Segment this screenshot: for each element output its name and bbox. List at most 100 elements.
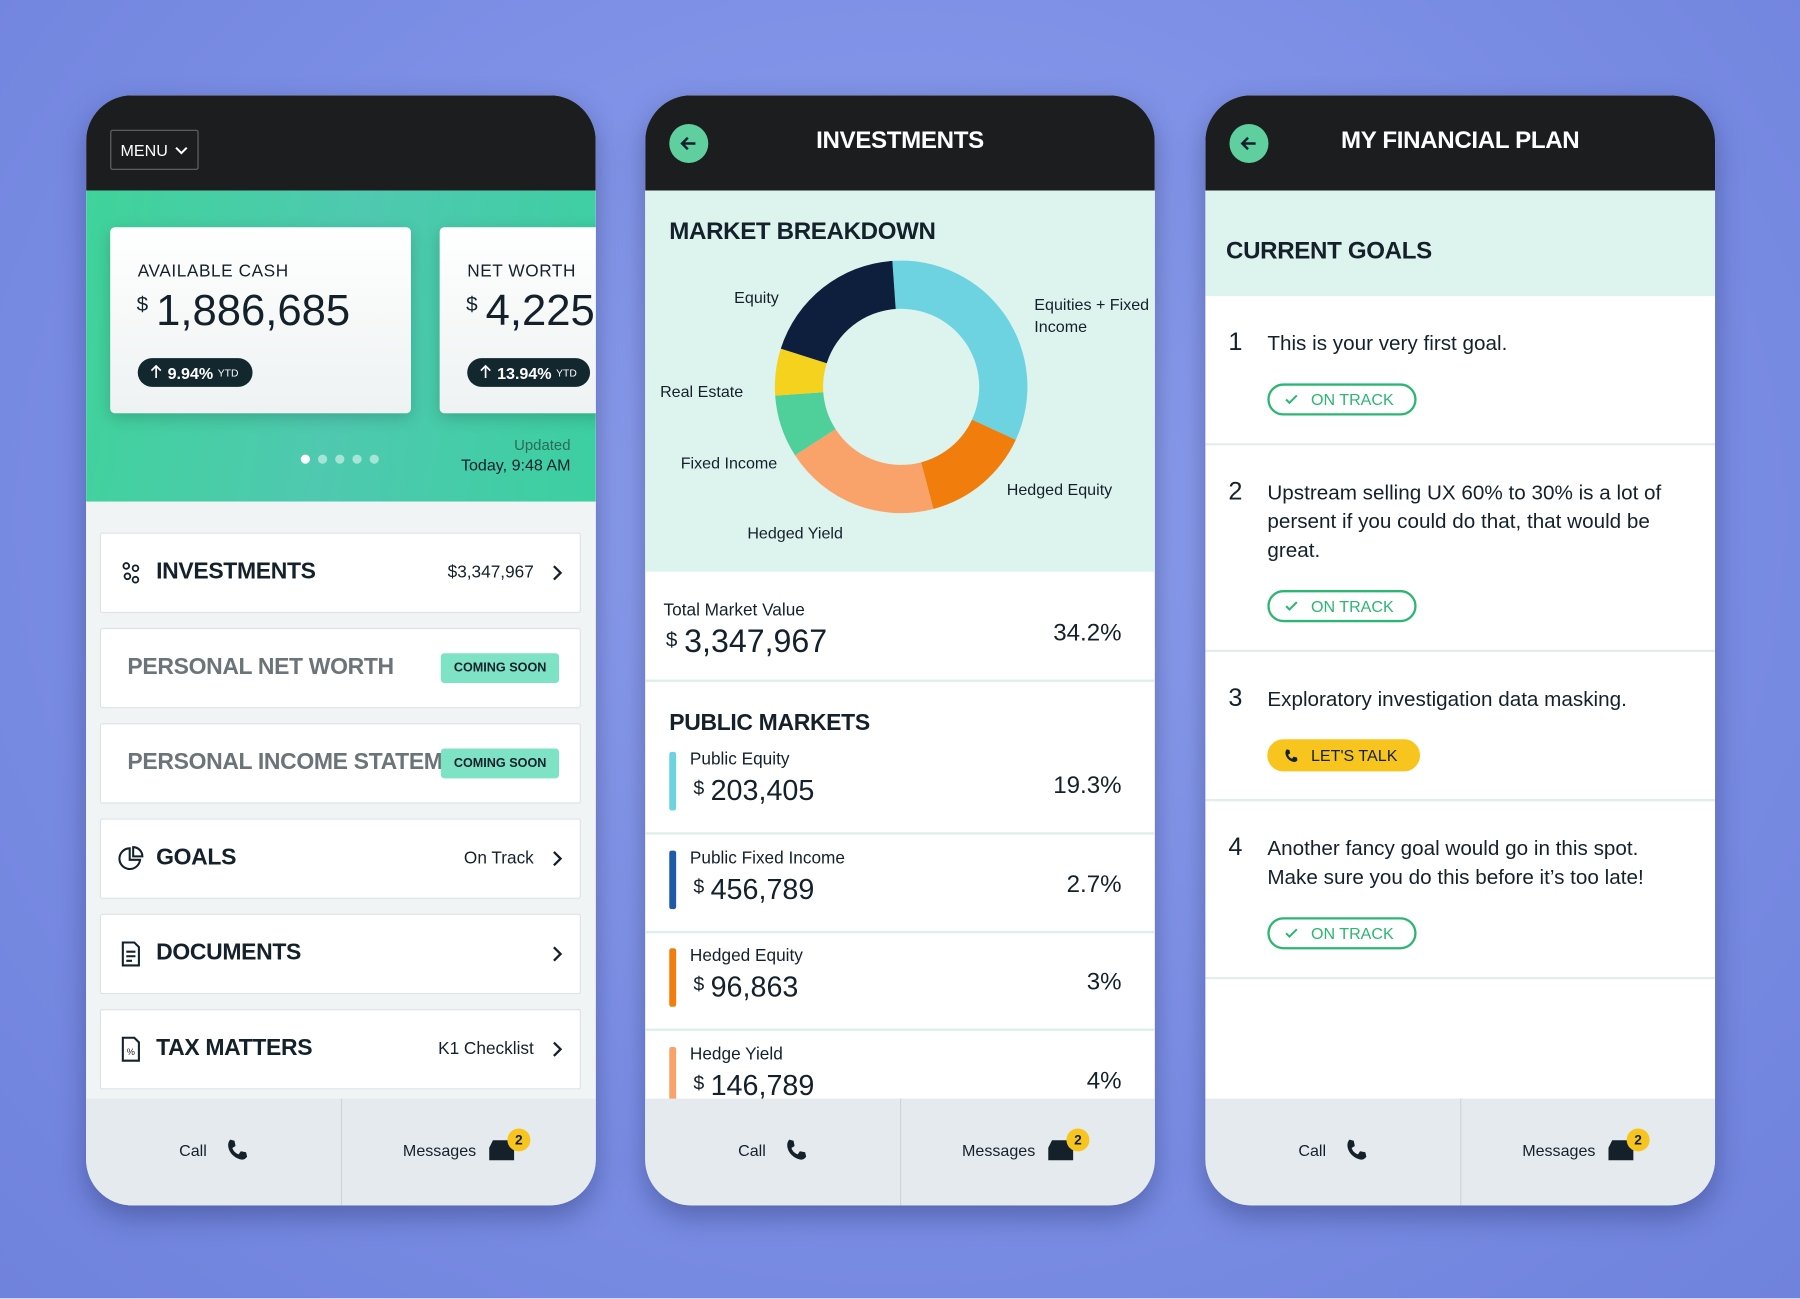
messages-button[interactable]: Messages 2 bbox=[1460, 1099, 1715, 1206]
status-icon bbox=[1285, 749, 1298, 763]
messages-button[interactable]: Messages 2 bbox=[341, 1099, 596, 1206]
chevron bbox=[553, 946, 563, 962]
total-percent: 34.2% bbox=[1053, 619, 1122, 647]
card-label: NET WORTH bbox=[467, 261, 577, 282]
hero: AVAILABLE CASH $1,886,685 9.94% YTD NET WORT… bbox=[86, 190, 596, 502]
card-amount: 1,886,685 bbox=[156, 286, 351, 336]
carousel-dot[interactable] bbox=[369, 454, 379, 464]
row-title: PERSONAL INCOME STATEMENT bbox=[127, 749, 488, 775]
chevron bbox=[553, 851, 563, 867]
row-icon bbox=[121, 941, 140, 967]
goal-status[interactable]: LET'S TALK bbox=[1267, 739, 1421, 772]
segment-label: Equities + Fixed Income bbox=[1034, 295, 1150, 336]
change-value: 9.94% bbox=[167, 363, 214, 382]
goal-status[interactable]: ON TRACK bbox=[1267, 917, 1417, 950]
card-amount: 4,225 bbox=[485, 286, 595, 336]
back-button[interactable] bbox=[1229, 123, 1269, 164]
segment-label: Fixed Income bbox=[680, 453, 778, 472]
menu-row[interactable]: INVESTMENTS $3,347,967 bbox=[99, 532, 581, 614]
call-button[interactable]: Call bbox=[645, 1099, 900, 1206]
divider bbox=[645, 930, 1155, 933]
messages-label: Messages bbox=[402, 1141, 477, 1160]
carousel-dot[interactable] bbox=[317, 454, 328, 464]
market-color-bar bbox=[669, 948, 677, 1007]
status-label: LET'S TALK bbox=[1310, 746, 1398, 765]
segment-label: Equity bbox=[734, 288, 779, 307]
divider bbox=[645, 832, 1155, 835]
goal-item: 2 Upstream selling UX 60% to 30% is a lot… bbox=[1205, 445, 1716, 653]
change-pill: 9.94% YTD bbox=[137, 358, 253, 387]
call-button[interactable]: Call bbox=[1205, 1099, 1460, 1206]
phone-icon bbox=[787, 1139, 807, 1160]
change-pill: 13.94% YTD bbox=[467, 358, 591, 387]
goal-number: 4 bbox=[1228, 832, 1243, 861]
donut-segment bbox=[775, 392, 836, 456]
goal-list: 1 This is your very first goal. ON TRACK 2 U… bbox=[1205, 296, 1716, 980]
goal-status[interactable]: ON TRACK bbox=[1267, 590, 1417, 623]
status-icon bbox=[1285, 928, 1298, 939]
row-icon bbox=[118, 846, 144, 871]
updated-label: Updated bbox=[514, 436, 571, 454]
header: MY FINANCIAL PLAN bbox=[1205, 95, 1716, 191]
call-label: Call bbox=[1298, 1141, 1327, 1160]
market-percent: 19.3% bbox=[1053, 772, 1122, 799]
market-percent: 2.7% bbox=[1066, 870, 1122, 898]
goal-status[interactable]: ON TRACK bbox=[1267, 383, 1417, 416]
market-percent: 3% bbox=[1086, 968, 1122, 996]
market-color-bar bbox=[669, 850, 677, 909]
market-color-bar bbox=[669, 1046, 677, 1105]
carousel-dot[interactable] bbox=[352, 454, 362, 464]
menu-row[interactable]: DOCUMENTS bbox=[99, 913, 581, 995]
market-name: Hedge Yield bbox=[689, 1044, 783, 1064]
market-amount: 456,789 bbox=[710, 873, 815, 906]
carousel-dot[interactable] bbox=[300, 454, 310, 464]
back-arrow bbox=[1240, 136, 1256, 151]
status-label: ON TRACK bbox=[1310, 924, 1394, 943]
total-label: Total Market Value bbox=[663, 600, 805, 620]
goal-text: Exploratory investigation data masking. bbox=[1267, 687, 1627, 711]
call-label: Call bbox=[738, 1141, 766, 1160]
plan-screen: MY FINANCIAL PLAN CURRENT GOALS 1 This is y… bbox=[1205, 95, 1716, 1206]
goal-text: Another fancy goal would go in this spot… bbox=[1267, 836, 1644, 889]
public-title: PUBLIC MARKETS bbox=[669, 710, 870, 736]
carousel-dot[interactable] bbox=[335, 454, 345, 464]
row-detail: On Track bbox=[463, 848, 534, 868]
coming-soon-badge: COMING SOON bbox=[441, 653, 560, 684]
footer-divider bbox=[340, 1098, 343, 1206]
goal-number: 2 bbox=[1228, 476, 1243, 506]
balance-card[interactable]: AVAILABLE CASH $1,886,685 9.94% YTD bbox=[110, 227, 411, 414]
goal-item: 1 This is your very first goal. ON TRACK bbox=[1205, 296, 1716, 446]
message-badge: 2 bbox=[507, 1128, 531, 1152]
total-currency: $ bbox=[665, 627, 678, 651]
row-icon: % bbox=[121, 1036, 140, 1062]
market-currency: $ bbox=[693, 875, 705, 898]
menu-row[interactable]: % TAX MATTERS K1 Checklist bbox=[99, 1009, 581, 1090]
status-label: ON TRACK bbox=[1310, 390, 1394, 409]
status-icon bbox=[1285, 394, 1298, 405]
divider bbox=[645, 679, 1155, 682]
balance-card[interactable]: NET WORTH $4,225 13.94% YTD bbox=[439, 227, 596, 414]
row-title: DOCUMENTS bbox=[156, 940, 301, 966]
investments-screen: INVESTMENTS MARKET BREAKDOWN Equities + Fi… bbox=[645, 95, 1155, 1206]
menu-row[interactable]: PERSONAL INCOME STATEMENT COMING SOON bbox=[99, 723, 581, 804]
updated-time: Today, 9:48 AM bbox=[460, 455, 571, 475]
segment-label: Hedged Yield bbox=[747, 523, 843, 542]
market-currency: $ bbox=[693, 973, 705, 996]
donut-chart bbox=[774, 260, 1028, 514]
message-badge: 2 bbox=[1626, 1128, 1650, 1152]
donut-segment bbox=[774, 348, 827, 396]
segment-label: Real Estate bbox=[660, 382, 744, 401]
call-button[interactable]: Call bbox=[86, 1099, 341, 1206]
menu-row[interactable]: GOALS On Track bbox=[99, 818, 581, 899]
goal-number: 3 bbox=[1228, 683, 1243, 712]
menu-button[interactable]: MENU bbox=[110, 129, 199, 170]
breakdown-section: MARKET BREAKDOWN Equities + Fixed Income H… bbox=[645, 190, 1155, 572]
home-screen: MENU AVAILABLE CASH $1,886,685 9.94% YTD NET … bbox=[86, 95, 596, 1206]
menu-row[interactable]: PERSONAL NET WORTH COMING SOON bbox=[99, 627, 581, 709]
back-button[interactable] bbox=[669, 123, 709, 164]
messages-button[interactable]: Messages 2 bbox=[900, 1099, 1155, 1206]
row-detail: $3,347,967 bbox=[447, 562, 534, 583]
messages-label: Messages bbox=[961, 1141, 1036, 1160]
